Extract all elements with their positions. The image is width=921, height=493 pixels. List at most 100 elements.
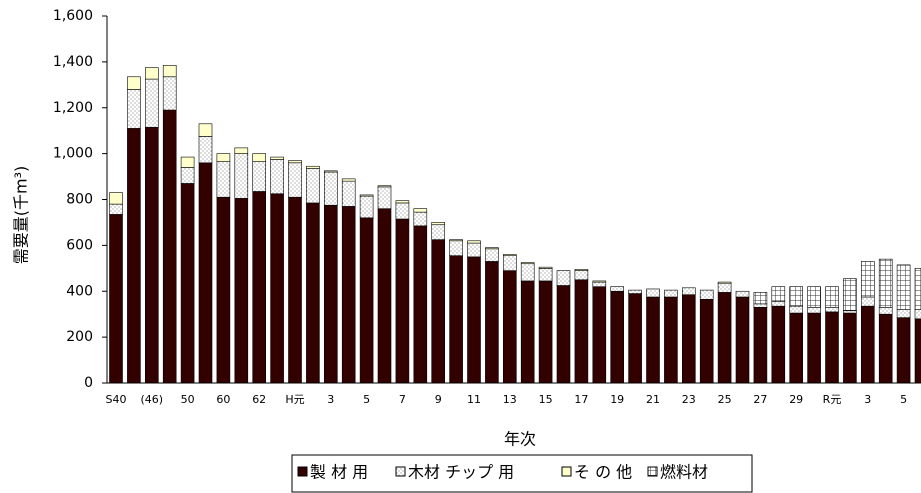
bar-segment xyxy=(395,200,410,204)
bar-segment xyxy=(288,162,302,198)
bar-segment xyxy=(807,307,821,314)
legend-swatch xyxy=(561,466,572,477)
bar-segment xyxy=(646,288,660,298)
bar-segment xyxy=(127,76,141,90)
x-tick-label: 13 xyxy=(503,393,517,406)
bar-segment xyxy=(896,264,911,310)
y-tick-label: 0 xyxy=(84,375,93,391)
bar-segment xyxy=(252,153,266,162)
bar-segment xyxy=(449,255,463,384)
bar-segment xyxy=(252,191,266,384)
x-tick-label: 3 xyxy=(864,393,871,406)
bar-segment xyxy=(485,247,499,250)
bar-segment xyxy=(341,178,356,182)
bar-segment xyxy=(574,269,589,271)
bar-segment xyxy=(431,222,446,226)
bar-segment xyxy=(699,289,714,300)
bar-segment xyxy=(109,192,123,205)
bar-segment xyxy=(699,298,714,384)
bar-segment xyxy=(610,290,625,384)
bar-segment xyxy=(860,296,875,307)
y-tick-label: 1,600 xyxy=(53,8,93,24)
bar-segment xyxy=(878,313,893,384)
bar-segment xyxy=(341,180,356,207)
x-tick-label: 11 xyxy=(467,393,481,406)
bar-segment xyxy=(216,161,231,198)
bar-segment xyxy=(843,312,857,384)
x-tick-label: 25 xyxy=(718,393,732,406)
bar-segment xyxy=(252,161,266,192)
bar-segment xyxy=(270,156,284,160)
x-tick-label: R元 xyxy=(823,393,842,406)
x-tick-label: 19 xyxy=(610,393,624,406)
bar-segment xyxy=(556,270,571,286)
bar-segment xyxy=(592,281,607,287)
bar-segment xyxy=(735,290,750,298)
x-tick-label: 7 xyxy=(399,393,406,406)
bar-segment xyxy=(145,78,159,128)
bar-segment xyxy=(789,286,804,307)
legend-label: 製 材 用 xyxy=(310,463,368,482)
bar-segment xyxy=(520,280,535,384)
bar-segment xyxy=(825,307,839,313)
bar-segment xyxy=(502,270,517,384)
bar-segment xyxy=(359,194,374,197)
bar-segment xyxy=(753,292,768,305)
bar-segment xyxy=(288,160,302,164)
bar-segment xyxy=(216,196,231,384)
legend-swatch xyxy=(647,466,658,477)
bar-segment xyxy=(377,186,392,209)
bar-segment xyxy=(109,203,123,215)
bar-segment xyxy=(753,303,768,308)
bar-segment xyxy=(843,278,857,312)
bar-segment xyxy=(735,296,750,384)
bar-segment xyxy=(914,309,921,320)
bar-segment xyxy=(789,305,804,314)
plot xyxy=(109,65,921,384)
bar-segment xyxy=(825,311,839,384)
bar-segment xyxy=(127,128,141,384)
bar-segment xyxy=(162,76,177,111)
bar-segment xyxy=(323,170,338,173)
bar-segment xyxy=(413,225,428,384)
bar-segment xyxy=(574,270,589,281)
bar-segment xyxy=(413,208,428,213)
bar-segment xyxy=(860,261,875,298)
bar-segment xyxy=(807,286,821,308)
bar-segment xyxy=(574,279,589,384)
x-tick-label: H元 xyxy=(285,393,304,406)
bar-segment xyxy=(771,286,786,302)
bar-segment xyxy=(878,307,893,315)
x-tick-label: 17 xyxy=(574,393,588,406)
x-tick-label: 5 xyxy=(900,393,907,406)
x-tick-label: 23 xyxy=(682,393,696,406)
bar-segment xyxy=(198,136,213,164)
bar-segment xyxy=(413,211,428,227)
bar-segment xyxy=(216,153,231,162)
bar-segment xyxy=(502,255,517,271)
bar-segment xyxy=(538,280,553,384)
x-tick-label: 15 xyxy=(539,393,553,406)
bar-segment xyxy=(914,318,921,384)
bar-segment xyxy=(753,307,768,384)
bar-segment xyxy=(341,206,356,384)
bar-segment xyxy=(771,305,786,384)
bar-segment xyxy=(520,262,535,265)
y-tick-label: 1,400 xyxy=(53,54,93,70)
bar-segment xyxy=(109,214,123,384)
x-tick-label: 60 xyxy=(216,393,230,406)
bar-segment xyxy=(610,286,625,292)
x-tick-label: 21 xyxy=(646,393,660,406)
bar-segment xyxy=(825,286,839,308)
x-tick-label: 29 xyxy=(789,393,803,406)
bar-segment xyxy=(467,256,481,384)
bar-segment xyxy=(198,123,213,137)
bar-segment xyxy=(896,309,911,318)
bar-segment xyxy=(717,282,732,293)
bar-segment xyxy=(180,156,195,168)
bar-segment xyxy=(359,217,374,384)
bar-segment xyxy=(145,126,159,384)
legend-label: そ の 他 xyxy=(574,463,632,482)
y-axis-title: 需要量(千m³) xyxy=(12,166,31,265)
bar-segment xyxy=(628,289,642,294)
